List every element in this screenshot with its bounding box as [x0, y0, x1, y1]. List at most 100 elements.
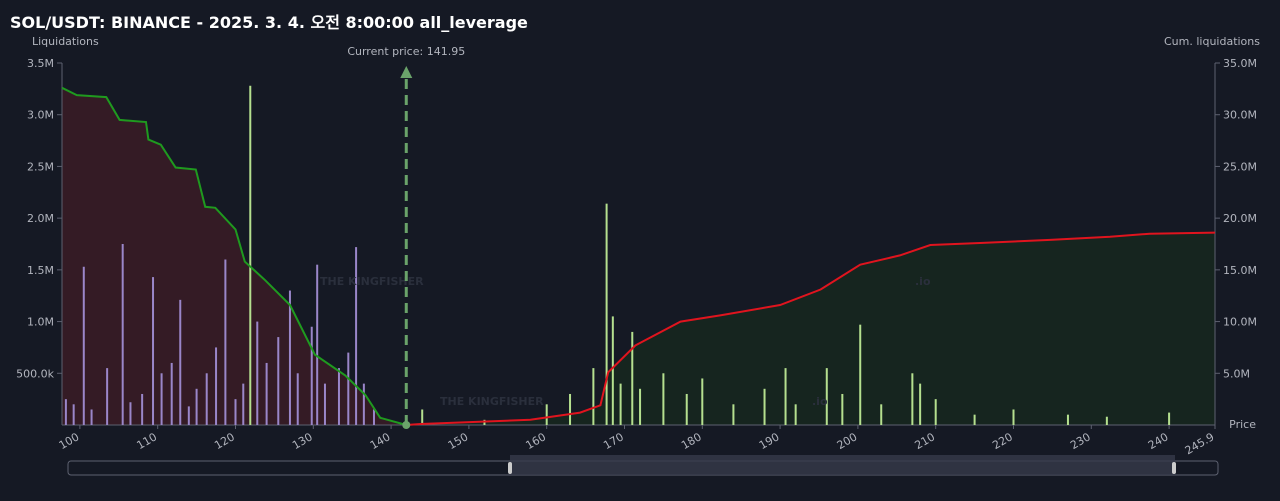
- watermark: THE KINGFISHER: [320, 275, 424, 288]
- liquidation-bar: [310, 326, 313, 425]
- liquidation-bar: [841, 393, 844, 425]
- x-tick-label: 220: [990, 430, 1015, 452]
- y-tick-label: 1.5M: [27, 264, 54, 277]
- liquidation-bar: [701, 378, 704, 425]
- x-tick-label: 230: [1068, 430, 1093, 452]
- x-tick-label: 245.9: [1183, 430, 1217, 457]
- liquidation-bar: [152, 277, 155, 425]
- liquidation-bar: [763, 388, 766, 425]
- liquidation-bar: [129, 402, 132, 425]
- liquidation-bar: [569, 393, 572, 425]
- x-tick-label: 170: [601, 430, 626, 452]
- liquidation-bar: [1168, 412, 1171, 425]
- x-tick-label: 140: [368, 430, 393, 452]
- y2-axis-title: Cum. liquidations: [1164, 35, 1260, 48]
- liquidation-bar: [82, 266, 85, 425]
- chart-title: SOL/USDT: BINANCE - 2025. 3. 4. 오전 8:00:…: [10, 13, 528, 32]
- current-price-arrow: [400, 66, 413, 78]
- y-tick-label: 3.5M: [27, 57, 54, 70]
- liquidation-bar: [224, 259, 227, 425]
- liquidation-bar: [249, 85, 252, 426]
- liquidation-bar: [1066, 414, 1069, 425]
- y-tick-label: 2.5M: [27, 160, 54, 173]
- y-tick-label: 500.0k: [16, 367, 54, 380]
- liquidation-bar: [323, 383, 326, 425]
- liquidation-bar: [195, 388, 198, 425]
- y2-tick-label: 5.0M: [1223, 367, 1250, 380]
- liquidation-bar: [605, 203, 608, 425]
- y2-tick-label: 20.0M: [1223, 212, 1257, 225]
- y2-tick-label: 35.0M: [1223, 57, 1257, 70]
- liquidation-bar: [639, 388, 642, 425]
- liquidation-bar: [296, 373, 299, 425]
- x-tick-label: 210: [913, 430, 938, 452]
- zoom-handle[interactable]: [1172, 462, 1176, 474]
- liquidation-bar: [187, 406, 190, 425]
- liquidation-bar: [256, 321, 259, 425]
- liquidation-bar: [911, 373, 914, 425]
- x-tick-label: 150: [446, 430, 471, 452]
- liquidation-bar: [372, 409, 375, 425]
- watermark-suffix: .io: [915, 275, 931, 288]
- x-tick-label: 190: [757, 430, 782, 452]
- liquidation-bar: [919, 383, 922, 425]
- liquidation-bar: [316, 264, 319, 425]
- liquidation-bar: [205, 373, 208, 425]
- zoom-window[interactable]: [510, 455, 1175, 475]
- liquidation-bar: [545, 404, 548, 425]
- liquidation-bar: [1105, 416, 1108, 425]
- liquidation-bar: [72, 404, 75, 425]
- liquidation-bar: [685, 393, 688, 425]
- x-tick-label: 100: [57, 430, 82, 452]
- liquidation-bar: [794, 404, 797, 425]
- liquidation-bar: [277, 337, 280, 425]
- liquidation-bar: [121, 244, 124, 425]
- liquidation-bar: [631, 331, 634, 425]
- liquidation-bar: [288, 290, 291, 425]
- liquidation-bar: [355, 247, 358, 425]
- liquidation-bar: [347, 352, 350, 425]
- watermark-suffix: .io: [812, 395, 828, 408]
- y2-tick-label: 25.0M: [1223, 160, 1257, 173]
- x-tick-label: 110: [135, 430, 160, 452]
- liquidation-bar: [934, 399, 937, 425]
- liquidation-bar: [1012, 409, 1015, 425]
- cumulative-area: [406, 232, 1215, 425]
- y-tick-label: 2.0M: [27, 212, 54, 225]
- liquidation-bar: [732, 404, 735, 425]
- y-axis-title: Liquidations: [32, 35, 99, 48]
- liquidation-bar: [170, 362, 173, 425]
- x-tick-label: 130: [290, 430, 315, 452]
- liquidation-bar: [619, 383, 622, 425]
- current-price-label: Current price: 141.95: [347, 45, 465, 58]
- liquidation-bar: [592, 368, 595, 425]
- y2-tick-label: 15.0M: [1223, 264, 1257, 277]
- x-tick-label: 160: [524, 430, 549, 452]
- liquidation-bar: [362, 383, 365, 425]
- liquidation-bar: [234, 399, 237, 425]
- liquidation-bar: [662, 373, 665, 425]
- cumulative-area: [62, 87, 407, 426]
- liquidation-bar: [784, 368, 787, 425]
- watermark: THE KINGFISHER: [440, 395, 544, 408]
- liquidation-bar: [215, 347, 218, 425]
- liquidation-bar: [265, 362, 268, 425]
- cumulative-line: [406, 231, 1216, 426]
- liquidation-bar: [106, 368, 109, 425]
- zoom-handle[interactable]: [508, 462, 512, 474]
- liquidation-bar: [611, 316, 614, 425]
- cumulative-line: [61, 86, 407, 426]
- y-tick-label: 3.0M: [27, 109, 54, 122]
- liquidation-bar: [179, 299, 182, 425]
- liquidation-bar: [421, 409, 424, 425]
- y2-tick-label: 30.0M: [1223, 109, 1257, 122]
- liquidation-bar: [242, 383, 245, 425]
- liquidation-bar: [160, 373, 163, 425]
- liquidation-bar: [337, 368, 340, 425]
- x-tick-label: 200: [835, 430, 860, 452]
- liquidation-bar: [859, 324, 862, 425]
- liquidation-bar: [64, 399, 67, 425]
- x-tick-label: 180: [679, 430, 704, 452]
- liquidation-bar: [825, 368, 828, 425]
